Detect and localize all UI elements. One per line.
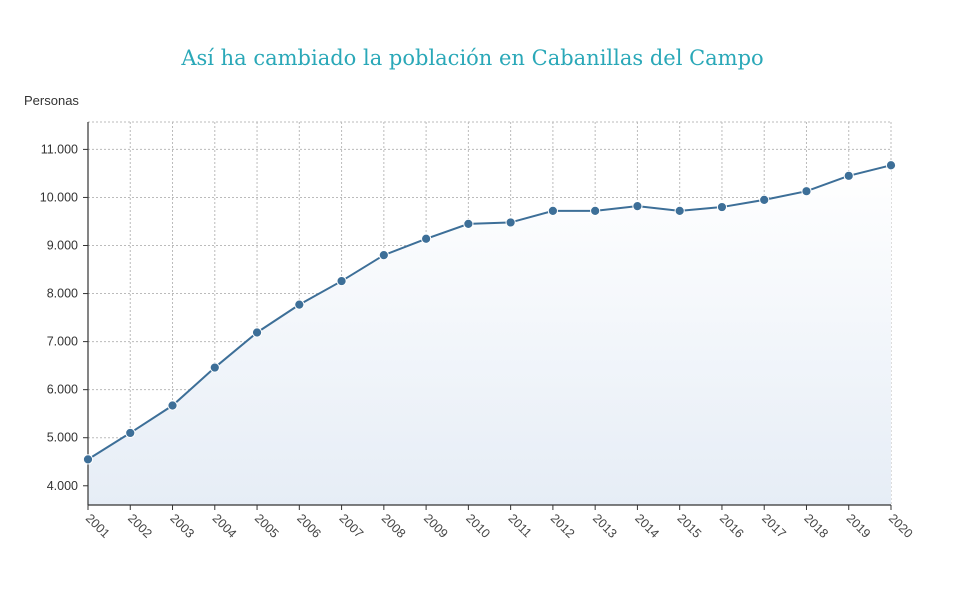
axes <box>83 122 892 510</box>
series-area <box>88 165 891 505</box>
y-tick-label: 5.000 <box>47 431 78 445</box>
x-tick-label: 2020 <box>886 511 916 541</box>
data-point[interactable] <box>547 205 558 217</box>
y-tick-label: 4.000 <box>47 479 78 493</box>
y-axis-label: Personas <box>24 93 79 108</box>
x-tick-label: 2008 <box>379 511 409 541</box>
data-point[interactable] <box>590 205 601 217</box>
y-tick-label: 11.000 <box>41 142 78 156</box>
x-tick-label: 2007 <box>336 511 366 541</box>
x-tick-labels: 2001 2002 2003 2004 2005 2006 2007 2008 2009 2010… <box>83 511 916 541</box>
x-tick-label: 2011 <box>506 511 535 540</box>
series-line <box>87 164 892 461</box>
data-point[interactable] <box>336 275 347 287</box>
data-point[interactable] <box>125 427 136 439</box>
data-point[interactable] <box>674 205 685 217</box>
data-point[interactable] <box>251 327 263 338</box>
x-tick-label: 2002 <box>125 511 155 541</box>
x-tick-label: 2019 <box>844 511 874 541</box>
data-point[interactable] <box>505 217 516 228</box>
data-point[interactable] <box>843 170 854 181</box>
data-point[interactable] <box>209 362 220 373</box>
data-point[interactable] <box>759 194 770 205</box>
y-tick-label: 8.000 <box>47 287 78 301</box>
x-tick-label: 2005 <box>252 511 282 541</box>
x-tick-label: 2016 <box>717 511 747 541</box>
x-tick-label: 2014 <box>632 511 662 541</box>
data-point[interactable] <box>82 454 94 465</box>
x-tick-label: 2017 <box>759 511 789 541</box>
x-tick-label: 2001 <box>83 511 113 541</box>
x-tick-label: 2003 <box>167 511 197 541</box>
y-tick-labels: 4.000 5.000 6.000 7.000 8.000 9.000 10.000 11.0… <box>40 142 78 492</box>
data-point[interactable] <box>716 201 728 213</box>
y-tick-label: 10.000 <box>40 190 78 204</box>
y-tick-label: 7.000 <box>47 335 78 349</box>
area-fill <box>88 165 891 505</box>
data-point[interactable] <box>632 200 643 212</box>
data-point[interactable] <box>294 299 305 310</box>
data-points <box>82 160 897 465</box>
series-line-path <box>87 164 892 461</box>
x-tick-label: 2015 <box>675 511 705 541</box>
data-point[interactable] <box>885 160 897 171</box>
data-point[interactable] <box>463 218 474 229</box>
x-tick-label: 2009 <box>421 511 451 541</box>
x-tick-label: 2010 <box>463 511 493 541</box>
y-tick-label: 9.000 <box>47 239 78 253</box>
x-tick-label: 2004 <box>210 511 240 541</box>
x-tick-label: 2012 <box>548 511 578 541</box>
data-point[interactable] <box>378 250 389 261</box>
x-tick-label: 2006 <box>294 511 324 541</box>
x-tick-label: 2013 <box>590 511 620 541</box>
data-point[interactable] <box>421 233 432 244</box>
chart-title: Así ha cambiado la población en Cabanill… <box>181 46 764 70</box>
y-tick-label: 6.000 <box>47 383 78 397</box>
data-point[interactable] <box>167 400 178 411</box>
data-point[interactable] <box>801 186 812 197</box>
x-tick-label: 2018 <box>801 511 831 541</box>
